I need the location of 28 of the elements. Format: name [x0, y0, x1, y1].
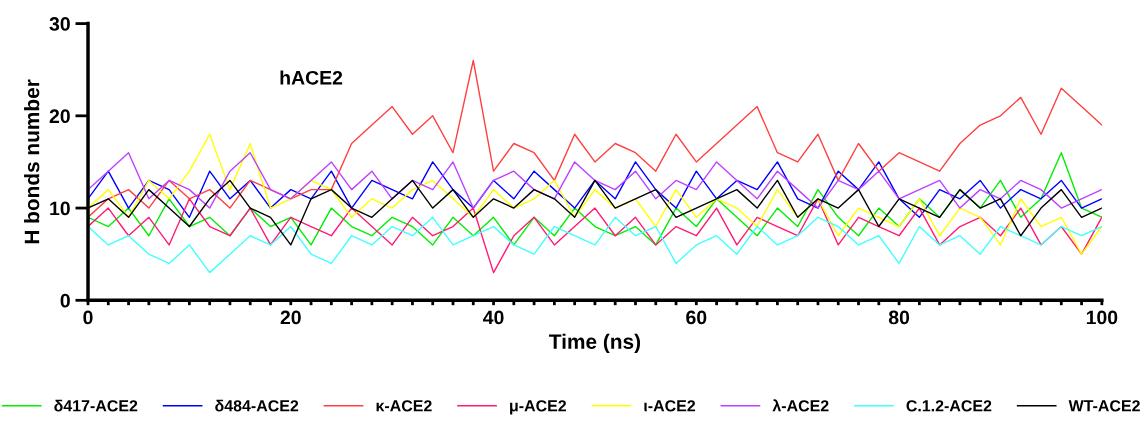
- legend-label: δ484-ACE2: [215, 399, 299, 412]
- legend-label: λ-ACE2: [772, 399, 829, 412]
- legend-label: δ417-ACE2: [54, 399, 138, 412]
- line-series: [88, 198, 1102, 274]
- line-series: [88, 59, 1102, 218]
- x-tick-label: 20: [280, 310, 301, 325]
- x-axis-title: Time (ns): [549, 333, 641, 354]
- x-tick-label: 40: [483, 310, 504, 325]
- legend-label: C.1.2-ACE2: [906, 400, 992, 412]
- y-tick-label: 30: [49, 17, 70, 31]
- x-tick-label: 80: [888, 310, 910, 325]
- legend-label: κ-ACE2: [376, 400, 432, 412]
- x-tick-label: 100: [1086, 310, 1118, 325]
- y-tick-label: 10: [50, 201, 70, 216]
- y-axis-title: H bonds number: [24, 79, 40, 244]
- line-series: [88, 152, 1102, 246]
- y-tick-label: 0: [60, 293, 70, 308]
- x-tick-label: 60: [686, 310, 707, 325]
- x-tick-label: 0: [83, 310, 93, 325]
- line-series: [88, 216, 1102, 274]
- legend-label: μ-ACE2: [510, 400, 567, 415]
- line-series: [88, 161, 1102, 218]
- line-series: [88, 152, 1102, 209]
- legend-label: WT-ACE2: [1068, 400, 1140, 412]
- text: hACE2: [280, 70, 343, 85]
- line-series: [88, 133, 1102, 255]
- y-tick-label: 20: [49, 109, 70, 124]
- legend-label: ι-ACE2: [644, 400, 696, 412]
